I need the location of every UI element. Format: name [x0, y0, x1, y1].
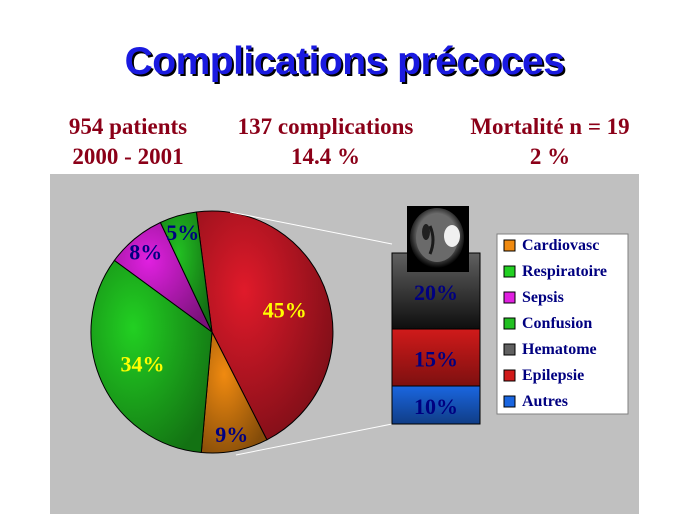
- bar-label-autres: 10%: [414, 394, 458, 419]
- stat-mortality-count: Mortalité n = 19: [470, 114, 630, 139]
- legend-label-sepsis: Sepsis: [522, 289, 564, 306]
- legend-swatch-confusion: [503, 317, 516, 330]
- stat-patients-years: 2000 - 2001: [72, 144, 184, 169]
- stat-complications-count: 137 complications: [237, 114, 414, 139]
- stat-complications-rate: 14.4 %: [291, 144, 360, 169]
- legend-label-confusion: Confusion: [522, 315, 592, 332]
- pie-slice-respiratoire: [90, 259, 213, 454]
- stat-mortality: Mortalité n = 19 2 %: [445, 112, 655, 172]
- legend-swatch-autres: [503, 395, 516, 408]
- stacked-bar-group: 10% 15% 20%: [391, 252, 481, 425]
- legend-swatch-sepsis: [503, 291, 516, 304]
- legend-swatch-cardiovasc: [503, 239, 516, 252]
- stat-patients-count: 954 patients: [68, 114, 188, 139]
- stat-complications: 137 complications 14.4 %: [218, 112, 433, 172]
- pie-label-respiratoire: 34%: [121, 351, 165, 376]
- legend-label-hematome: Hematome: [522, 341, 597, 358]
- bar-segment-autres: [391, 385, 481, 425]
- legend-box: [496, 233, 629, 415]
- pie-label-confusion: 5%: [166, 220, 199, 245]
- legend-label-epilepsie: Epilepsie: [522, 367, 584, 384]
- legend-label-respiratoire: Respiratoire: [522, 263, 607, 280]
- page-title: Complications précoces: [124, 40, 565, 83]
- legend-swatch-hematome: [503, 343, 516, 356]
- pie-label-sepsis: 8%: [129, 240, 162, 265]
- stat-mortality-rate: 2 %: [529, 144, 571, 169]
- legend-swatch-respiratoire: [503, 265, 516, 278]
- legend: Cardiovasc Respiratoire Sepsis Confusion Hem…: [496, 233, 629, 415]
- legend-label-cardiovasc: Cardiovasc: [522, 237, 599, 254]
- pie-label-epilepsie: 45%: [263, 298, 307, 323]
- bar-label-epilepsie: 15%: [414, 347, 458, 372]
- bar-segment-epilepsie: [391, 328, 481, 387]
- ct-scan-image: [407, 206, 469, 272]
- pie-label-cardiovasc: 9%: [215, 422, 248, 447]
- legend-label-autres: Autres: [522, 393, 568, 410]
- pie-slice-confusion: [159, 211, 213, 333]
- bar-label-hematome: 20%: [414, 280, 458, 305]
- stat-patients: 954 patients 2000 - 2001: [48, 112, 208, 172]
- connector-lines: [229, 211, 393, 456]
- pie-group: 45% 9% 34% 8%5%: [90, 210, 334, 454]
- legend-swatch-epilepsie: [503, 369, 516, 382]
